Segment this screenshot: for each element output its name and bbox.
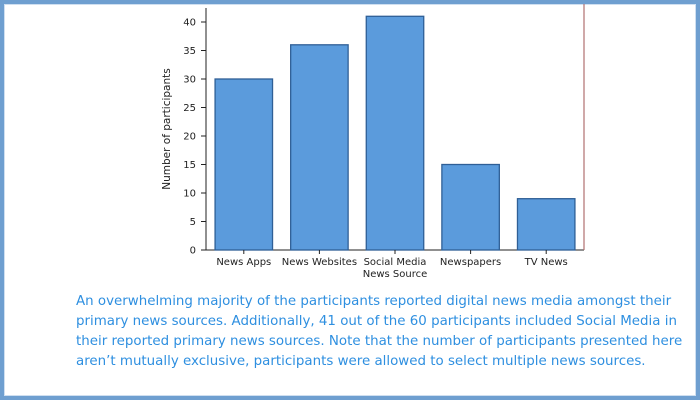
y-tick-label: 35 bbox=[183, 46, 196, 57]
y-tick-label: 5 bbox=[190, 217, 196, 228]
bar-3 bbox=[441, 163, 500, 251]
bar-4 bbox=[516, 198, 576, 251]
y-tick-label: 0 bbox=[190, 246, 196, 257]
x-tick-label: Social Media bbox=[364, 257, 427, 268]
y-tick-label: 10 bbox=[183, 189, 196, 200]
x-tick-label: TV News bbox=[524, 257, 568, 268]
bar-1 bbox=[290, 44, 349, 251]
bar-2 bbox=[365, 15, 425, 251]
bar-chart: 0 5 10 15 20 25 30 35 40 Number of participants Ne… bbox=[161, 4, 585, 280]
y-tick-label: 30 bbox=[183, 75, 196, 86]
y-tick-label: 25 bbox=[183, 103, 196, 114]
x-tick-label: News Source bbox=[363, 269, 428, 280]
x-tick-label: Newspapers bbox=[440, 257, 501, 268]
y-tick-label: 20 bbox=[183, 132, 196, 143]
bar-0 bbox=[214, 78, 274, 251]
y-tick-label: 15 bbox=[183, 160, 196, 171]
x-tick-label: News Websites bbox=[282, 257, 357, 268]
y-tick-label: 40 bbox=[183, 18, 196, 29]
x-tick-label: News Apps bbox=[216, 257, 271, 268]
chart-area: 0 5 10 15 20 25 30 35 40 Number of participants Ne… bbox=[124, 4, 624, 294]
y-axis-label: Number of participants bbox=[161, 68, 173, 189]
figure-caption: An overwhelming majority of the particip… bbox=[76, 294, 683, 369]
